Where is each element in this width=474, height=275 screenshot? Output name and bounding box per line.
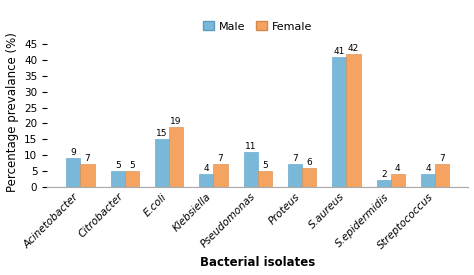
Text: 7: 7 xyxy=(292,155,298,164)
Text: 4: 4 xyxy=(203,164,209,173)
Bar xyxy=(391,174,405,186)
Bar xyxy=(199,174,213,186)
Text: 7: 7 xyxy=(85,155,91,164)
Text: 7: 7 xyxy=(439,155,445,164)
Bar xyxy=(332,57,346,186)
Text: 42: 42 xyxy=(348,44,359,53)
Bar xyxy=(110,171,125,186)
Bar xyxy=(244,152,258,186)
Text: 11: 11 xyxy=(245,142,256,151)
Bar xyxy=(169,126,183,186)
Text: 5: 5 xyxy=(115,161,120,170)
Bar xyxy=(66,158,81,186)
Bar xyxy=(376,180,391,186)
Bar xyxy=(288,164,302,186)
Bar xyxy=(125,171,139,186)
Legend: Male, Female: Male, Female xyxy=(199,17,317,36)
Text: 2: 2 xyxy=(381,170,386,179)
Bar xyxy=(302,167,316,186)
Text: 5: 5 xyxy=(262,161,268,170)
Text: 9: 9 xyxy=(71,148,76,157)
Bar xyxy=(155,139,169,186)
Text: 6: 6 xyxy=(306,158,312,167)
Bar xyxy=(346,54,361,186)
Text: 41: 41 xyxy=(334,47,345,56)
Bar xyxy=(258,171,272,186)
Text: 4: 4 xyxy=(395,164,401,173)
Y-axis label: Percentage prevalance (%): Percentage prevalance (%) xyxy=(6,32,18,192)
Bar xyxy=(81,164,95,186)
Bar xyxy=(435,164,449,186)
Bar xyxy=(421,174,435,186)
Text: 15: 15 xyxy=(156,129,168,138)
Text: 19: 19 xyxy=(171,117,182,126)
Text: 4: 4 xyxy=(425,164,431,173)
Text: 5: 5 xyxy=(129,161,135,170)
Bar xyxy=(213,164,228,186)
X-axis label: Bacterial isolates: Bacterial isolates xyxy=(200,257,315,269)
Text: 7: 7 xyxy=(218,155,223,164)
